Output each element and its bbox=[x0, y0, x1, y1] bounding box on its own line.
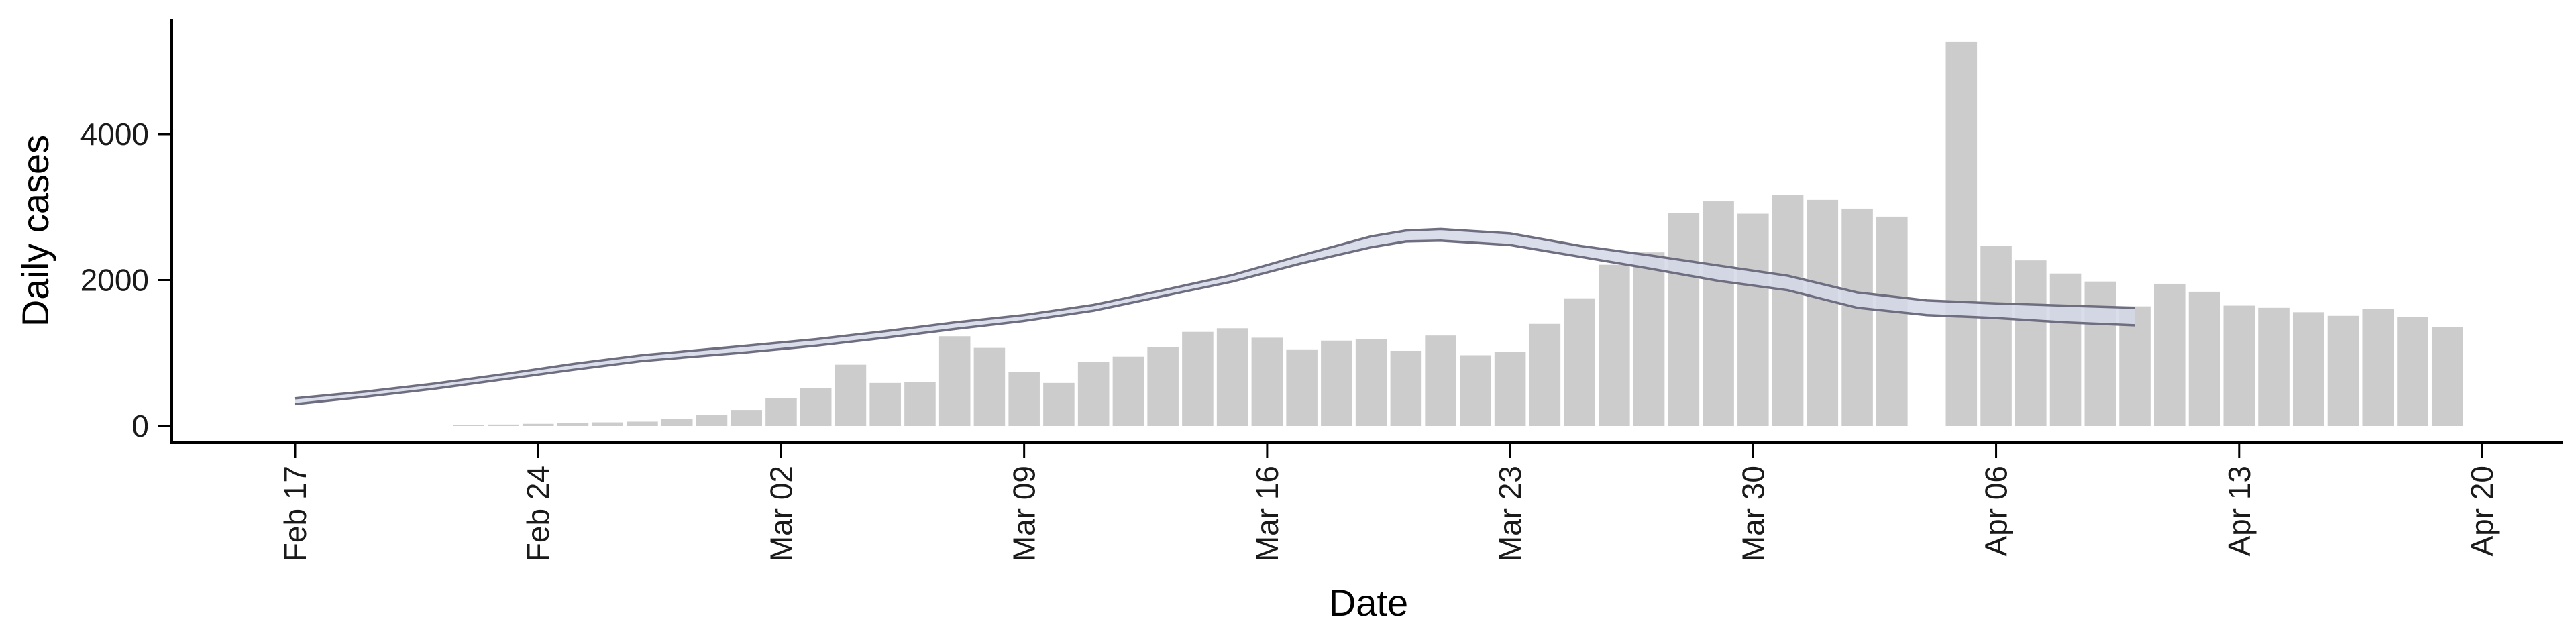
bar-2020-02-28 bbox=[661, 419, 693, 427]
bar-2020-03-26 bbox=[1599, 264, 1630, 426]
series-0-lower-line bbox=[294, 239, 2135, 406]
bar-2020-04-10 bbox=[2119, 306, 2151, 426]
bar-2020-03-20 bbox=[1390, 350, 1422, 426]
bar-2020-03-04 bbox=[835, 364, 867, 426]
bar-2020-03-11 bbox=[1077, 362, 1110, 426]
bar-2020-04-18 bbox=[2397, 317, 2428, 426]
series-layer bbox=[294, 227, 2135, 406]
x-tick-label-5: Mar 23 bbox=[1493, 466, 1527, 561]
bar-2020-04-14 bbox=[2258, 307, 2290, 426]
bar-2020-03-09 bbox=[1008, 372, 1040, 426]
bar-2020-04-08 bbox=[2049, 273, 2082, 426]
bar-2020-02-24 bbox=[522, 423, 554, 426]
bar-2020-03-05 bbox=[869, 382, 901, 426]
bar-2020-04-06 bbox=[1980, 246, 2012, 426]
bar-2020-03-02 bbox=[765, 398, 797, 426]
x-ticks: Feb 17 Feb 24 Mar 02 Mar 09 Mar 16 Mar 23 Mar … bbox=[278, 443, 2500, 561]
bar-2020-03-30 bbox=[1737, 213, 1769, 426]
bar-2020-04-15 bbox=[2292, 312, 2324, 426]
bar-2020-03-13 bbox=[1147, 347, 1179, 426]
x-tick-label-6: Mar 30 bbox=[1735, 466, 1770, 561]
bar-2020-02-25 bbox=[557, 423, 589, 426]
bar-2020-03-18 bbox=[1321, 340, 1352, 426]
bar-2020-02-22 bbox=[453, 425, 485, 426]
x-tick-label-1: Feb 24 bbox=[521, 466, 555, 561]
bar-2020-03-29 bbox=[1703, 201, 1734, 426]
bar-2020-04-11 bbox=[2154, 283, 2186, 426]
bar-2020-04-02 bbox=[1841, 208, 1873, 426]
bar-2020-03-22 bbox=[1460, 355, 1491, 426]
x-tick-label-0: Feb 17 bbox=[278, 466, 313, 561]
bar-2020-03-25 bbox=[1564, 298, 1595, 426]
y-axis-title: Daily cases bbox=[14, 135, 56, 327]
bar-2020-03-06 bbox=[904, 382, 936, 426]
series-0-upper-line bbox=[294, 227, 2135, 400]
bar-2020-03-19 bbox=[1355, 339, 1387, 426]
bar-2020-03-15 bbox=[1216, 328, 1248, 426]
bar-2020-03-10 bbox=[1043, 382, 1075, 426]
bar-2020-04-12 bbox=[2188, 291, 2220, 426]
y-tick-label-0: 0 bbox=[131, 409, 149, 443]
bar-2020-03-01 bbox=[731, 410, 762, 426]
bar-2020-03-31 bbox=[1772, 195, 1804, 426]
bar-2020-03-03 bbox=[800, 388, 832, 426]
bar-2020-04-16 bbox=[2327, 315, 2359, 426]
bar-2020-02-23 bbox=[488, 424, 519, 426]
bar-2020-04-13 bbox=[2223, 305, 2255, 426]
bar-2020-04-09 bbox=[2084, 281, 2116, 426]
bar-2020-03-07 bbox=[938, 336, 971, 426]
bar-2020-04-17 bbox=[2362, 309, 2394, 426]
bar-2020-03-24 bbox=[1529, 323, 1561, 426]
bar-2020-02-29 bbox=[696, 415, 728, 426]
bar-2020-03-08 bbox=[973, 347, 1006, 426]
x-tick-label-4: Mar 16 bbox=[1250, 466, 1285, 561]
bars-layer bbox=[453, 41, 2463, 427]
y-tick-label-4000: 4000 bbox=[80, 117, 149, 152]
bar-2020-02-27 bbox=[627, 421, 658, 426]
x-tick-label-3: Mar 09 bbox=[1007, 466, 1042, 561]
bar-2020-04-05 bbox=[1945, 41, 1978, 426]
bar-2020-04-19 bbox=[2431, 327, 2463, 426]
bar-2020-03-23 bbox=[1494, 352, 1526, 426]
y-tick-label-2000: 2000 bbox=[80, 263, 149, 298]
x-tick-label-8: Apr 13 bbox=[2222, 466, 2257, 557]
bar-2020-04-03 bbox=[1876, 216, 1908, 426]
x-axis-title: Date bbox=[1329, 582, 1408, 624]
bar-2020-04-01 bbox=[1807, 199, 1839, 427]
y-ticks: 0 2000 4000 bbox=[80, 117, 172, 443]
bar-2020-03-27 bbox=[1633, 252, 1665, 426]
bar-2020-03-28 bbox=[1668, 213, 1700, 426]
bar-2020-03-16 bbox=[1251, 337, 1283, 426]
bar-2020-04-07 bbox=[2015, 260, 2047, 426]
bar-2020-03-14 bbox=[1182, 331, 1214, 426]
bar-2020-03-17 bbox=[1286, 349, 1318, 426]
x-tick-label-9: Apr 20 bbox=[2465, 466, 2500, 557]
bar-2020-02-26 bbox=[592, 422, 623, 426]
bar-2020-03-21 bbox=[1425, 335, 1456, 426]
bar-2020-03-12 bbox=[1112, 356, 1144, 426]
x-tick-label-2: Mar 02 bbox=[763, 466, 798, 561]
x-tick-label-7: Apr 06 bbox=[1979, 466, 2014, 557]
